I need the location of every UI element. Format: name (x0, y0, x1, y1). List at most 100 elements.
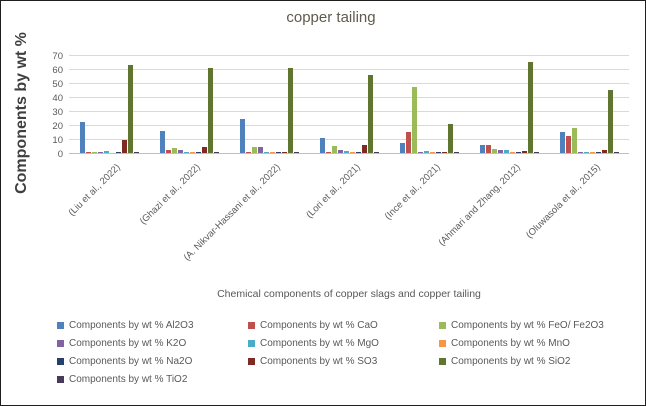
legend-item-MnO: Components by wt % MnO (439, 337, 630, 349)
bar-SiO2 (447, 123, 453, 153)
gridline (69, 55, 629, 56)
legend-label: Components by wt % K2O (69, 337, 187, 349)
legend-swatch-icon (57, 375, 64, 383)
legend-swatch-icon (248, 339, 255, 347)
bar-TiO2 (133, 152, 139, 153)
bar-MgO (103, 150, 109, 153)
bar-SiO2 (607, 90, 613, 153)
legend-label: Components by wt % SO3 (260, 355, 378, 367)
gridline (69, 125, 629, 126)
bar-FeO-Fe2O3 (411, 87, 417, 153)
gridline (69, 97, 629, 98)
bar-Na2O (435, 151, 441, 153)
bar-K2O (177, 150, 183, 153)
bar-MnO (429, 152, 435, 153)
bar-TiO2 (213, 152, 219, 153)
bar-MnO (509, 152, 515, 153)
bar-Na2O (515, 152, 521, 153)
bar-CaO (565, 136, 571, 153)
gridline (69, 111, 629, 112)
legend-item-FeO-Fe2O3: Components by wt % FeO/ Fe2O3 (439, 319, 630, 331)
legend-item-MgO: Components by wt % MgO (248, 337, 439, 349)
legend-label: Components by wt % MgO (260, 337, 379, 349)
bar-MnO (589, 152, 595, 153)
bar-SO3 (521, 150, 527, 153)
legend-label: Components by wt % FeO/ Fe2O3 (451, 319, 604, 331)
gridline (69, 83, 629, 84)
bar-SO3 (441, 151, 447, 153)
legend-swatch-icon (57, 357, 64, 365)
y-tick-label: 30 (52, 106, 63, 118)
bar-MgO (503, 149, 509, 153)
bar-Na2O (595, 152, 601, 153)
y-tick-label: 60 (52, 64, 63, 76)
bar-K2O (417, 152, 423, 153)
bar-MgO (183, 151, 189, 153)
bar-SO3 (201, 147, 207, 153)
legend-item-SO3: Components by wt % SO3 (248, 355, 439, 367)
bar-Al2O3 (399, 143, 405, 153)
bar-TiO2 (533, 152, 539, 153)
bar-FeO-Fe2O3 (331, 146, 337, 153)
bar-SO3 (281, 151, 287, 153)
bar-TiO2 (373, 152, 379, 153)
bar-MnO (189, 152, 195, 153)
bar-CaO (485, 144, 491, 153)
bar-FeO-Fe2O3 (491, 148, 497, 153)
legend-swatch-icon (439, 357, 446, 365)
y-tick-label: 70 (52, 50, 63, 62)
bar-Al2O3 (239, 119, 245, 153)
legend-swatch-icon (439, 339, 446, 347)
bar-CaO (85, 152, 91, 153)
x-axis-title: Chemical components of copper slags and … (217, 288, 481, 300)
legend-swatch-icon (439, 321, 446, 329)
bar-CaO (245, 152, 251, 153)
bar-Na2O (355, 152, 361, 153)
bar-Al2O3 (479, 144, 485, 153)
y-tick-label: 50 (52, 78, 63, 90)
legend-item-CaO: Components by wt % CaO (248, 319, 439, 331)
bar-TiO2 (293, 152, 299, 153)
bar-MgO (263, 151, 269, 153)
bar-CaO (405, 132, 411, 153)
legend-item-Na2O: Components by wt % Na2O (57, 355, 248, 367)
legend-label: Components by wt % Al2O3 (69, 319, 194, 331)
bar-SO3 (601, 150, 607, 153)
bar-MgO (423, 150, 429, 153)
bar-K2O (257, 146, 263, 153)
bar-SiO2 (127, 64, 133, 153)
bar-Na2O (115, 152, 121, 153)
y-tick-label: 0 (57, 148, 63, 160)
bar-MgO (583, 152, 589, 153)
bar-Al2O3 (319, 137, 325, 153)
legend-label: Components by wt % TiO2 (69, 373, 188, 385)
bar-Al2O3 (159, 130, 165, 153)
bar-MgO (343, 150, 349, 153)
legend: Components by wt % Al2O3 Components by wt… (57, 319, 630, 385)
bar-FeO-Fe2O3 (171, 148, 177, 153)
legend-label: Components by wt % Na2O (69, 355, 193, 367)
bar-SiO2 (287, 67, 293, 153)
bar-K2O (337, 149, 343, 153)
bar-K2O (497, 150, 503, 153)
legend-item-TiO2: Components by wt % TiO2 (57, 373, 248, 385)
legend-swatch-icon (248, 321, 255, 329)
legend-item-Al2O3: Components by wt % Al2O3 (57, 319, 248, 331)
bar-Na2O (195, 152, 201, 153)
legend-swatch-icon (248, 357, 255, 365)
legend-label: Components by wt % SiO2 (451, 355, 571, 367)
plot-area (69, 55, 629, 154)
bar-SiO2 (527, 62, 533, 153)
bar-CaO (165, 149, 171, 153)
gridline (69, 153, 629, 154)
bar-FeO-Fe2O3 (251, 147, 257, 153)
bar-FeO-Fe2O3 (571, 127, 577, 153)
bar-SO3 (121, 139, 127, 153)
y-tick-label: 20 (52, 120, 63, 132)
legend-swatch-icon (57, 339, 64, 347)
bar-Al2O3 (79, 122, 85, 153)
bar-FeO-Fe2O3 (91, 151, 97, 153)
bar-MnO (349, 152, 355, 153)
bar-CaO (325, 151, 331, 153)
y-tick-label: 10 (52, 134, 63, 146)
